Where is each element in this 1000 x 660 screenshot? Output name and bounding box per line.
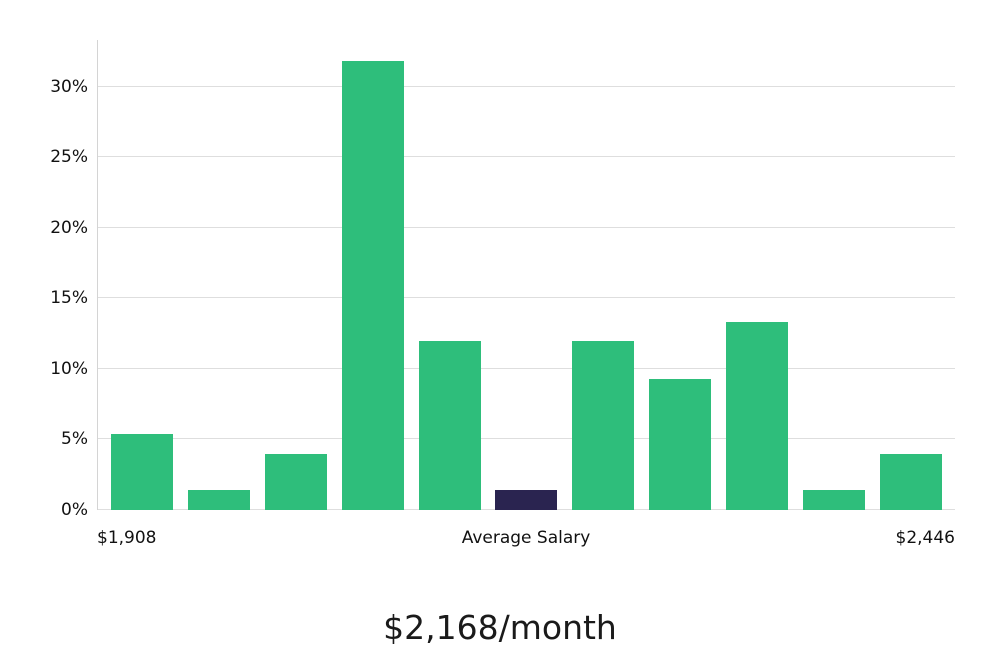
gridline — [98, 438, 955, 440]
x-label-average-salary: Average Salary — [461, 528, 591, 548]
bar — [726, 322, 789, 510]
x-label-max: $2,446 — [895, 528, 955, 548]
gridline — [98, 156, 955, 158]
gridline — [98, 226, 955, 228]
plot-area — [97, 40, 955, 510]
bar-average-highlight — [495, 490, 558, 510]
x-label-min: $1,908 — [97, 528, 157, 548]
gridline — [98, 297, 955, 299]
x-axis-labels: $1,908 Average Salary $2,446 — [97, 528, 955, 548]
y-tick-label: 5% — [61, 429, 88, 450]
bar — [187, 490, 250, 510]
bar — [418, 340, 481, 510]
bar — [264, 453, 327, 510]
bar — [111, 433, 173, 510]
y-tick-label: 20% — [50, 217, 88, 238]
average-salary-value: $2,168/month — [383, 608, 617, 647]
bar — [649, 378, 712, 510]
gridline — [98, 85, 955, 87]
bar — [572, 340, 635, 510]
y-tick-label: 25% — [50, 147, 88, 168]
y-tick-label: 10% — [50, 358, 88, 379]
bars — [98, 40, 955, 510]
bar — [341, 61, 404, 510]
gridline — [98, 367, 955, 369]
y-axis: 0% 5% 10% 15% 20% 25% 30% — [0, 40, 88, 520]
y-tick-label: 0% — [61, 500, 88, 520]
y-tick-label: 15% — [50, 288, 88, 309]
bar — [803, 490, 866, 510]
bar — [879, 453, 942, 510]
y-tick-label: 30% — [50, 76, 88, 97]
